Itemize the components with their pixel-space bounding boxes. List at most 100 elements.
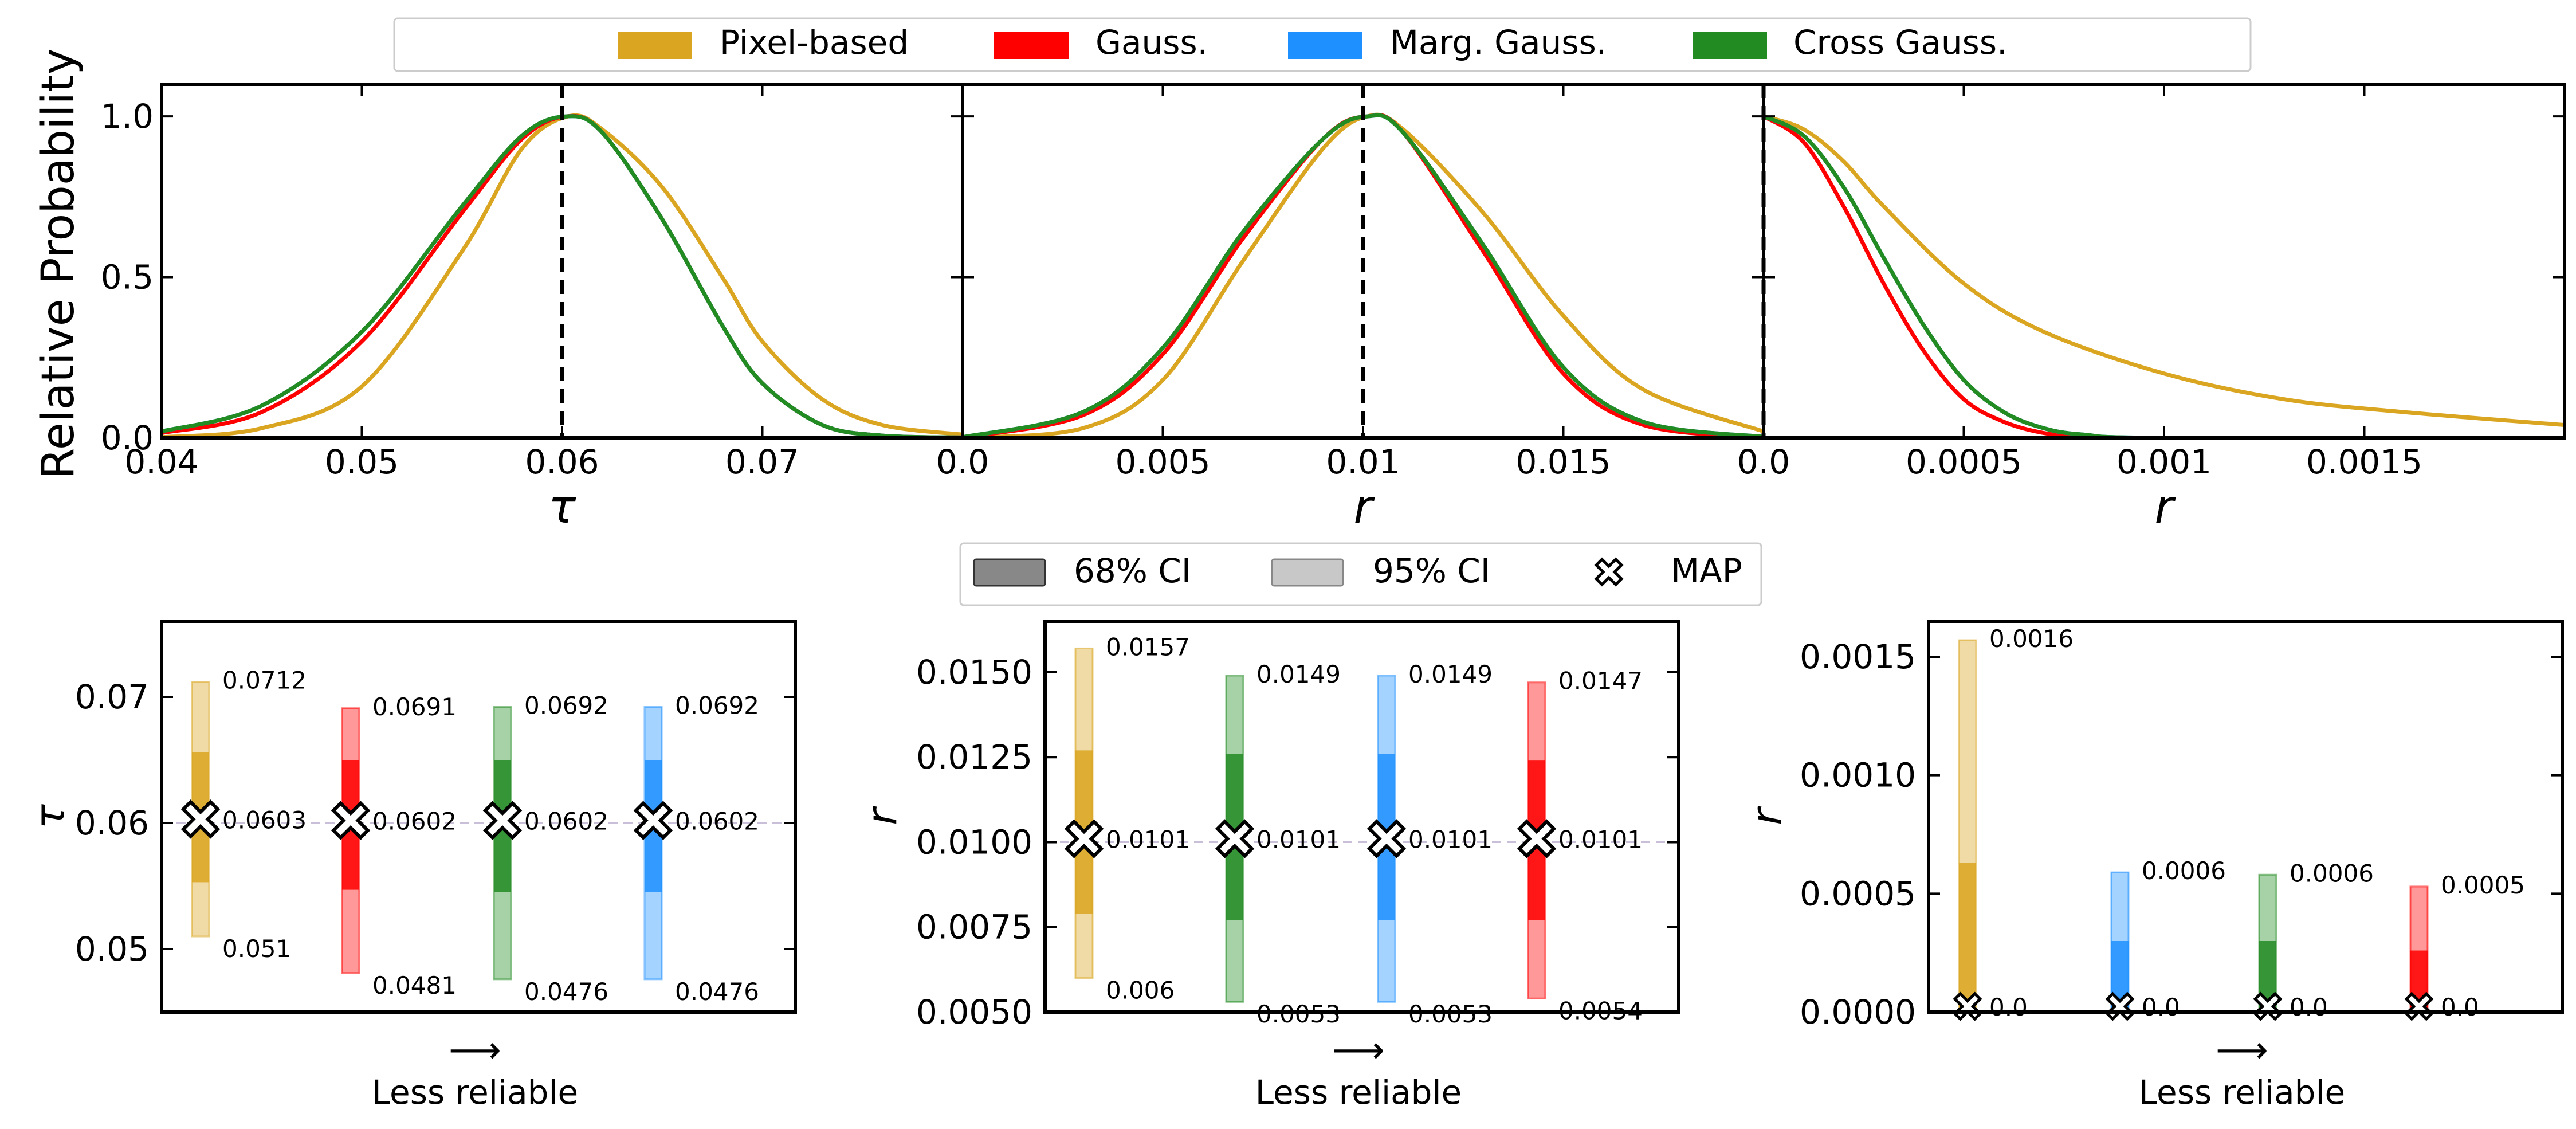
ci95-lower-label: 0.0053 — [1256, 1000, 1341, 1028]
ci95-lower-label: 0.0476 — [524, 978, 608, 1006]
x-tick-label: 0.0 — [1737, 442, 1790, 481]
x-tick-label: 0.05 — [325, 442, 399, 481]
y-tick-label: 0.5 — [101, 258, 154, 297]
ci95-lower-label: 0.0476 — [675, 978, 759, 1006]
axes-frame — [1927, 620, 2564, 1014]
x-tick-label: 0.0015 — [2306, 442, 2422, 481]
x-axis-label: Less reliable — [1255, 1073, 1462, 1112]
direction-arrow: ⟶ — [1332, 1029, 1385, 1072]
map-marker — [1517, 819, 1557, 858]
legend-label-marg-gauss: Marg. Gauss. — [1390, 23, 1607, 62]
map-marker — [1064, 819, 1104, 858]
density-line-cross-gauss- — [1764, 114, 2565, 438]
direction-arrow: ⟶ — [449, 1029, 501, 1072]
y-tick-label: 0.0015 — [1800, 637, 1916, 676]
interval-panel-tau: 0.06030.07120.0510.06020.06910.04810.060… — [26, 620, 797, 1112]
map-value-label: 0.0603 — [222, 806, 307, 834]
x-axis-label: Less reliable — [372, 1073, 579, 1112]
x-tick-label: 0.005 — [1115, 442, 1210, 481]
legend-label-map: MAP — [1671, 551, 1742, 590]
x-axis-label: τ — [548, 480, 576, 534]
legend-label-95ci: 95% CI — [1373, 551, 1490, 590]
x-tick-label: 0.01 — [1326, 442, 1400, 481]
y-tick-label: 0.05 — [75, 930, 149, 969]
map-value-label: 0.0101 — [1558, 826, 1643, 854]
map-marker — [633, 801, 673, 840]
map-value-label: 0.0101 — [1256, 826, 1341, 854]
x-tick-label: 0.04 — [124, 442, 198, 481]
legend-swatch-cross-gauss — [1693, 32, 1767, 59]
ci95-upper-label: 0.0692 — [675, 692, 759, 720]
map-value-label: 0.0 — [2290, 993, 2328, 1021]
y-tick-label: 0.06 — [75, 803, 149, 842]
map-marker — [1366, 819, 1407, 858]
interval-panel-r: 0.0101 0.0157 0.006 0.0101 0.0149 0.0053 0.010… — [858, 620, 1680, 1112]
map-value-label: 0.0602 — [524, 807, 608, 836]
interval-panel-r-zero: 0.0 0.0016 0.0 0.0006 0.0 0.0006 0.0 0.0005 0.00… — [1742, 620, 2564, 1112]
map-value-label: 0.0101 — [1408, 826, 1493, 854]
density-line-cross-gauss- — [162, 114, 963, 438]
map-value-label: 0.0 — [1989, 993, 2028, 1021]
y-tick-label: 0.0075 — [916, 908, 1032, 947]
legend-swatch-gauss — [994, 32, 1069, 59]
map-marker — [180, 799, 221, 839]
x-tick-label: 0.0 — [936, 442, 989, 481]
axes-frame — [160, 620, 797, 1014]
y-tick-label: 0.0010 — [1800, 756, 1916, 795]
x-axis-label: Less reliable — [2139, 1073, 2346, 1112]
ci95-upper-label: 0.0691 — [372, 693, 457, 721]
x-axis-label: r — [1354, 480, 1376, 534]
ci95-upper-label: 0.0006 — [2290, 859, 2374, 887]
y-tick-label: 0.07 — [75, 677, 149, 716]
x-tick-label: 0.0 — [936, 442, 989, 481]
map-value-label: 0.0 — [2441, 993, 2479, 1021]
ci95-upper-label: 0.0006 — [2142, 857, 2226, 885]
x-tick-label: 0.001 — [2116, 442, 2212, 481]
map-value-label: 0.0602 — [675, 807, 759, 836]
legend-swatch-68ci — [973, 558, 1046, 587]
ci95-upper-label: 0.0005 — [2441, 871, 2525, 899]
legend-intervals: 68% CI 95% CI MAP — [959, 542, 1762, 606]
legend-map-icon — [1594, 557, 1624, 587]
y-axis-label: r — [858, 806, 906, 825]
ci68-bar-pixel-based — [1959, 863, 1976, 1012]
ci95-upper-label: 0.0149 — [1408, 660, 1493, 688]
density-line-gauss- — [1764, 115, 2565, 438]
y-tick-label: 0.0050 — [916, 993, 1032, 1032]
map-marker — [331, 801, 371, 840]
legend-swatch-pixel-based — [618, 32, 692, 59]
y-tick-label: 1.0 — [101, 97, 154, 136]
ci95-lower-label: 0.051 — [222, 935, 291, 963]
ci95-upper-label: 0.0692 — [524, 692, 608, 720]
legend-label-cross-gauss: Cross Gauss. — [1793, 23, 2008, 62]
map-value-label: 0.0 — [2142, 993, 2180, 1021]
legend-swatch-marg-gauss — [1288, 32, 1362, 59]
ci95-upper-label: 0.0147 — [1558, 667, 1643, 695]
map-value-label: 0.0602 — [372, 807, 457, 836]
legend-label-gauss: Gauss. — [1095, 23, 1208, 62]
y-tick-label: 0.0100 — [916, 822, 1032, 861]
x-tick-label: 0.06 — [525, 442, 599, 481]
x-axis-label: r — [2155, 480, 2177, 534]
ci95-upper-label: 0.0149 — [1256, 660, 1341, 688]
density-y-axis-label: Relative Probability — [33, 48, 84, 479]
x-tick-label: 0.015 — [1515, 442, 1611, 481]
density-line-cross-gauss- — [963, 113, 1764, 438]
map-value-label: 0.0101 — [1106, 826, 1190, 854]
y-tick-label: 0.0125 — [916, 738, 1032, 777]
x-tick-label: 0.0005 — [1906, 442, 2022, 481]
ci95-upper-label: 0.0712 — [222, 667, 307, 695]
ci95-lower-label: 0.0481 — [372, 971, 457, 999]
map-marker — [482, 801, 523, 840]
density-line-pixel-based — [1764, 114, 2565, 428]
map-marker — [1215, 819, 1255, 858]
x-tick-label: 0.0 — [1737, 442, 1790, 481]
legend-swatch-95ci — [1271, 558, 1344, 587]
legend-label-68ci: 68% CI — [1074, 551, 1191, 590]
ci95-upper-label: 0.0157 — [1106, 633, 1190, 661]
density-panel-r-zero: 0.0 0.0005 0.001 0.0015 r — [1737, 83, 2566, 534]
direction-arrow: ⟶ — [2216, 1029, 2268, 1072]
x-tick-label: 0.07 — [725, 442, 799, 481]
y-tick-label: 0.0 — [101, 418, 154, 457]
